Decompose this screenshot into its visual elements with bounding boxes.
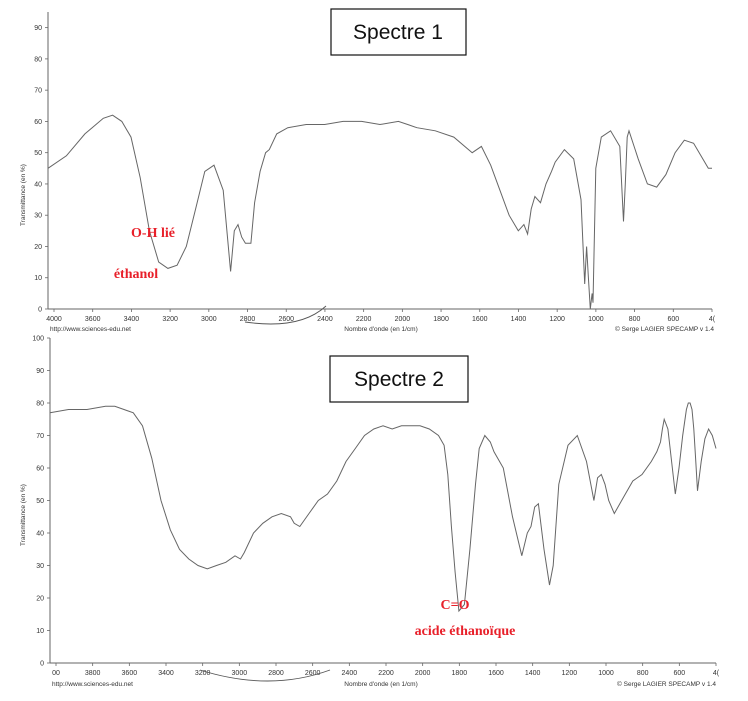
spectrum-1-source-credit: http://www.sciences-edu.net bbox=[50, 326, 131, 333]
spectrum-2-y-tick-label: 20 bbox=[36, 596, 44, 603]
spectrum-2-x-tick-label: 1200 bbox=[562, 670, 578, 677]
spectrum-2-y-tick-label: 10 bbox=[36, 628, 44, 635]
spectrum-2-x-tick-label: 2600 bbox=[305, 670, 321, 677]
spectrum-1-y-tick-label: 30 bbox=[34, 213, 42, 220]
spectrum-2-x-tick-label: 3400 bbox=[158, 670, 174, 677]
spectrum-2-author-credit: © Serge LAGIER SPECAMP v 1.4 bbox=[617, 680, 716, 688]
spectrum-1-x-ticks: 4000 3600 3400 3200 3000 2800 2600 2400 2200 2000… bbox=[46, 309, 716, 323]
spectrum-1-y-tick-label: 60 bbox=[34, 119, 42, 126]
spectrum-2-y-tick-label: 0 bbox=[40, 661, 44, 668]
spectrum-1-x-tick-label: 3200 bbox=[162, 316, 178, 323]
spectrum-2-x-tick-label: 3000 bbox=[232, 670, 248, 677]
spectrum-2-title: Spectre 2 bbox=[354, 368, 444, 391]
spectrum-2-x-tick-label: 2200 bbox=[378, 670, 394, 677]
spectrum-2-y-tick-label: 60 bbox=[36, 466, 44, 473]
spectrum-1-y-tick-label: 40 bbox=[34, 181, 42, 188]
spectrum-2-x-tick-label: 600 bbox=[673, 670, 685, 677]
spectrum-2-y-tick-label: 80 bbox=[36, 401, 44, 408]
spectrum-1-x-tick-label: 1200 bbox=[549, 316, 565, 323]
spectrum-2-series-line bbox=[49, 402, 717, 613]
spectrum-2-x-tick-label: 1600 bbox=[488, 670, 504, 677]
spectrum-1-y-tick-label: 90 bbox=[34, 25, 42, 32]
spectrum-1-title: Spectre 1 bbox=[353, 21, 443, 44]
spectrum-1-y-tick-label: 50 bbox=[34, 150, 42, 157]
spectrum-1-y-ticks: 0 10 20 30 40 50 60 70 80 90 bbox=[34, 25, 48, 314]
spectrum-2-title-box bbox=[329, 355, 469, 403]
spectrum-2-x-tick-label: 1400 bbox=[525, 670, 541, 677]
spectrum-2-y-ticks: 0 10 20 30 40 50 60 70 80 90 100 bbox=[32, 336, 50, 668]
spectrum-2-x-tick-label: 1000 bbox=[598, 670, 614, 677]
spectrum-2-x-ticks: 00 3800 3600 3400 3200 3000 2800 2600 2400 2200 20… bbox=[52, 663, 720, 677]
spectrum-1-annotation-ethanol: éthanol bbox=[114, 267, 158, 282]
spectrum-2-x-tick-label: 800 bbox=[637, 670, 649, 677]
spectrum-1-x-axis-label: Nombre d'onde (en 1/cm) bbox=[344, 326, 418, 333]
spectrum-2-y-tick-label: 40 bbox=[36, 531, 44, 538]
spectrum-2-source-credit: http://www.sciences-edu.net bbox=[52, 681, 133, 688]
spectrum-2-y-axis-label: Transmittance (en %) bbox=[20, 484, 27, 546]
spectrum-1-x-tick-label: 2400 bbox=[317, 316, 333, 323]
spectrum-1-x-tick-label: 3000 bbox=[201, 316, 217, 323]
spectrum-1-x-tick-label: 2200 bbox=[356, 316, 372, 323]
spectrum-2-x-tick-label: 1800 bbox=[452, 670, 468, 677]
spectrum-2-chart: 0 10 20 30 40 50 60 70 80 90 100 00 3800 3600 3400 320… bbox=[20, 336, 720, 689]
spectrum-2-y-tick-label: 70 bbox=[36, 433, 44, 440]
spectrum-1-scan-artifact bbox=[244, 305, 327, 325]
spectrum-1-y-tick-label: 80 bbox=[34, 56, 42, 63]
spectrum-2-y-tick-label: 50 bbox=[36, 498, 44, 505]
spectrum-2-x-tick-label: 2400 bbox=[342, 670, 358, 677]
spectrum-2-y-tick-label: 30 bbox=[36, 563, 44, 570]
spectrum-1-x-tick-label: 3600 bbox=[85, 316, 101, 323]
spectrum-1-x-tick-label: 2600 bbox=[278, 316, 294, 323]
spectrum-1-x-tick-label: 2800 bbox=[240, 316, 256, 323]
spectrum-2-x-axis-label: Nombre d'onde (en 1/cm) bbox=[344, 681, 418, 688]
spectrum-1-plot-frame bbox=[47, 12, 712, 310]
spectrum-1-x-tick-label: 1000 bbox=[588, 316, 604, 323]
spectrum-2-x-tick-label: 3800 bbox=[85, 670, 101, 677]
spectrum-1-x-tick-label: 3400 bbox=[124, 316, 140, 323]
spectrum-1-x-tick-label: 1600 bbox=[472, 316, 488, 323]
spectrum-1-x-tick-label: 1800 bbox=[433, 316, 449, 323]
spectrum-2-x-tick-label: 2800 bbox=[268, 670, 284, 677]
spectrum-1-x-tick-label: 600 bbox=[667, 316, 679, 323]
spectrum-1-series-line bbox=[47, 114, 712, 310]
spectrum-1-x-tick-label: 800 bbox=[629, 316, 641, 323]
spectrum-1-x-tick-label: 4( bbox=[709, 316, 716, 323]
spectrum-1-y-axis-label: Transmittance (en %) bbox=[20, 164, 27, 226]
spectrum-1-chart: 0 10 20 30 40 50 60 70 80 90 4000 3600 3400 3200 3000… bbox=[20, 8, 716, 333]
spectrum-2-y-tick-label: 90 bbox=[36, 368, 44, 375]
spectrum-1-annotation-oh: O-H lié bbox=[131, 226, 175, 241]
spectrum-1-y-tick-label: 20 bbox=[34, 244, 42, 251]
spectrum-2-annotation-co: C=O bbox=[441, 598, 470, 613]
spectrum-1-x-tick-label: 2000 bbox=[395, 316, 411, 323]
spectrum-2-x-tick-label: 2000 bbox=[415, 670, 431, 677]
spectrum-2-annotation-acid: acide éthanoïque bbox=[415, 624, 516, 639]
spectrum-2-y-tick-label: 100 bbox=[32, 336, 44, 343]
spectrum-1-author-credit: © Serge LAGIER SPECAMP v 1.4 bbox=[615, 325, 714, 333]
spectrum-1-x-tick-label: 1400 bbox=[511, 316, 527, 323]
spectrum-2-x-tick-label: 3600 bbox=[122, 670, 138, 677]
spectrum-2-x-tick-label: 4( bbox=[713, 670, 720, 677]
spectrum-1-x-tick-label: 4000 bbox=[46, 316, 62, 323]
spectrum-1-y-tick-label: 70 bbox=[34, 88, 42, 95]
spectrum-1-y-tick-label: 10 bbox=[34, 275, 42, 282]
spectrum-1-title-box bbox=[330, 8, 467, 56]
spectrum-2-x-tick-label: 00 bbox=[52, 670, 60, 677]
spectrum-1-y-tick-label: 0 bbox=[38, 307, 42, 314]
spectrum-2-x-tick-label: 3200 bbox=[195, 670, 211, 677]
spectrum-2-scan-artifact bbox=[199, 669, 331, 682]
